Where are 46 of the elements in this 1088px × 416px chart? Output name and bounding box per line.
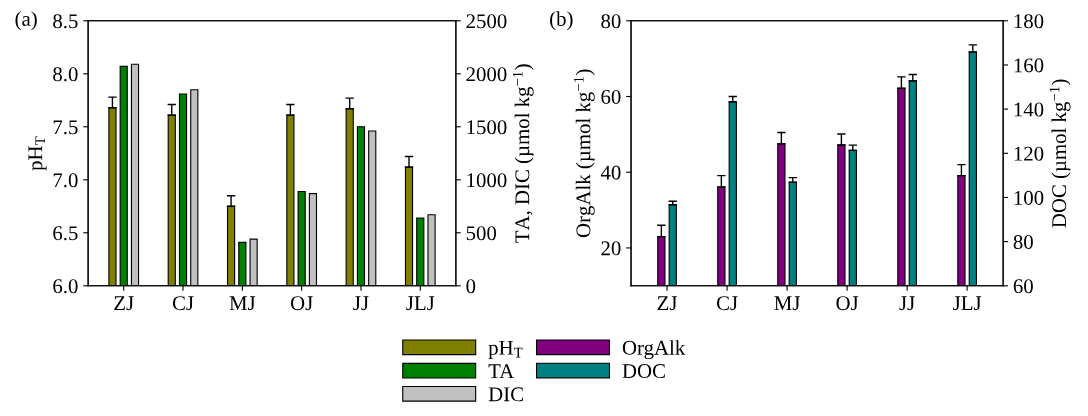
legend-label: TA <box>488 364 515 378</box>
y-tick-label: 20 <box>601 241 621 256</box>
y-tick-label: 8.0 <box>53 67 78 82</box>
y2-tick-label: 60 <box>1013 279 1033 294</box>
y2-tick-label: 180 <box>1014 14 1044 29</box>
x-tick-label: CJ <box>172 296 194 311</box>
x-tick-label: ZJ <box>114 296 134 311</box>
y-axis-title: OrgAlk (µmol kg$^{−1}$) <box>573 69 595 238</box>
x-tick-label: CJ <box>716 296 738 311</box>
legend-label: OrgAlk <box>622 340 686 360</box>
y-tick-label: 40 <box>600 165 621 180</box>
y-tick-label: 80 <box>601 14 621 29</box>
y2-tick-label: 100 <box>1014 190 1044 205</box>
y2-tick-label: 2500 <box>466 14 507 29</box>
x-tick-label: JLJ <box>953 296 982 311</box>
legend-label: pH$_{T}$ <box>488 340 523 359</box>
x-tick-label: OJ <box>836 296 859 311</box>
x-tick-label: ZJ <box>657 296 678 311</box>
y2-tick-label: 2000 <box>466 67 507 82</box>
x-tick-label: MJ <box>774 296 800 311</box>
x-tick-label: JLJ <box>406 296 435 311</box>
y2-axis-title: DOC (µmol kg$^{−1}$) <box>1049 79 1071 228</box>
chart-title: (a) <box>15 11 37 31</box>
legend-label: DOC <box>622 364 665 379</box>
y-axis-title: pH$_{T}$ <box>28 136 47 171</box>
y-tick-label: 6.0 <box>53 279 78 294</box>
y2-tick-label: 120 <box>1014 146 1044 161</box>
x-tick-label: JJ <box>899 296 915 311</box>
y2-tick-label: 0 <box>466 279 476 294</box>
chart-title: (b) <box>550 11 573 31</box>
y-tick-label: 6.5 <box>53 226 78 241</box>
x-tick-label: OJ <box>290 296 313 311</box>
y2-tick-label: 80 <box>1013 235 1033 250</box>
y2-tick-label: 1500 <box>467 120 507 135</box>
y2-tick-label: 500 <box>466 226 497 241</box>
y2-tick-label: 160 <box>1014 58 1044 73</box>
y-tick-label: 60 <box>601 89 621 104</box>
y2-tick-label: 1000 <box>467 173 507 188</box>
y2-axis-title: TA, DIC (µmol kg$^{−1}$) <box>512 64 534 243</box>
x-tick-label: JJ <box>353 296 369 311</box>
x-tick-label: MJ <box>229 296 256 311</box>
y-tick-label: 7.0 <box>53 173 78 188</box>
y-tick-label: 7.5 <box>53 120 78 135</box>
y2-tick-label: 140 <box>1014 102 1044 117</box>
legend-label: DIC <box>488 387 523 402</box>
y-tick-label: 8.5 <box>53 14 78 29</box>
